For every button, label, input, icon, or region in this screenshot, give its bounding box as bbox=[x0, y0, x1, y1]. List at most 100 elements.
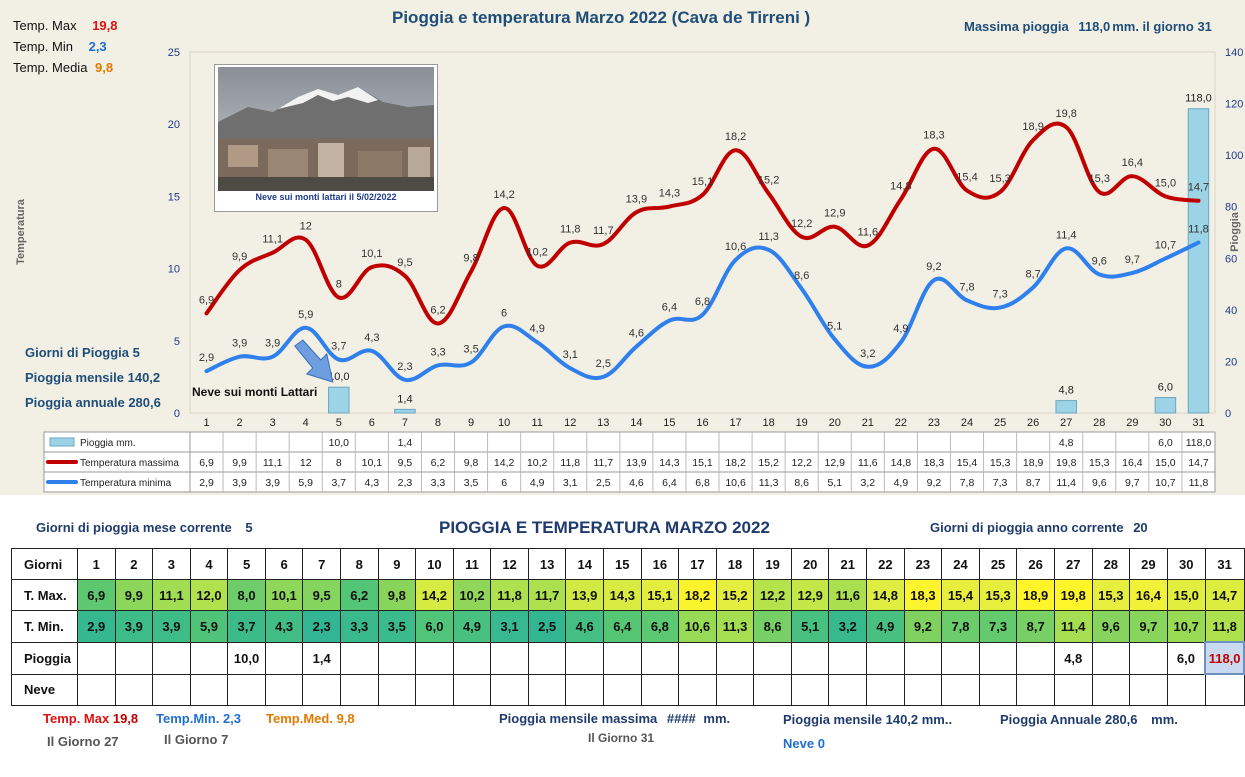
table-header-row-cell: 22 bbox=[866, 548, 905, 580]
table-rain-row-cell bbox=[1129, 641, 1168, 675]
legend-table-value: 15,3 bbox=[1089, 457, 1110, 469]
legend-table-value: 12 bbox=[300, 457, 312, 469]
legend-table-value: 11,8 bbox=[560, 457, 580, 469]
x-tick-label: 3 bbox=[270, 417, 276, 429]
tmax-data-label: 11,8 bbox=[560, 224, 581, 236]
tmin-data-label: 4,9 bbox=[530, 323, 545, 335]
table-rain-row-cell bbox=[339, 641, 379, 675]
table-snow-row-cell bbox=[76, 673, 116, 706]
table-header-row-cell: 14 bbox=[565, 548, 604, 580]
stat-tmed: Temp. Media 9,8 bbox=[13, 60, 113, 75]
footer-tmed: Temp.Med. 9,8 bbox=[266, 711, 355, 726]
table-tmin-row-cell: 2,3 bbox=[302, 610, 341, 643]
legend-key-rain bbox=[49, 437, 75, 447]
y2-tick-label: 0 bbox=[1225, 408, 1231, 420]
y-tick-label: 15 bbox=[168, 191, 180, 203]
rain-bar bbox=[328, 386, 350, 414]
table-header-row-cell: 3 bbox=[152, 548, 191, 580]
legend-table-value: 15,1 bbox=[692, 457, 713, 469]
rain-bar-label: 118,0 bbox=[1185, 93, 1212, 105]
table-snow-row-cell bbox=[828, 673, 868, 706]
table-tmin-row-cell: 6,8 bbox=[640, 610, 680, 643]
chart-title: Pioggia e temperatura Marzo 2022 (Cava d… bbox=[392, 8, 811, 27]
legend-table-value: 10,0 bbox=[329, 437, 350, 449]
snow-annotation: Neve sui monti Lattari bbox=[192, 385, 318, 399]
x-tick-label: 19 bbox=[796, 417, 808, 429]
legend-table-value: 9,2 bbox=[927, 477, 942, 489]
table-snow-row-label: Neve bbox=[11, 673, 78, 706]
legend-table-value: 12,9 bbox=[825, 457, 846, 469]
table-snow-row-cell bbox=[339, 673, 379, 706]
y-tick-label: 25 bbox=[168, 47, 180, 59]
table-header-row-cell: 23 bbox=[903, 548, 943, 580]
tmin-data-label: 10,6 bbox=[725, 241, 746, 253]
legend-table-value: 11,7 bbox=[593, 457, 613, 469]
rain-bar-label: 10,0 bbox=[328, 371, 349, 383]
data-table: Giorni 1 2 3 4 5 6 7 8 9 10 11 12 13 14 15 16 17 18 19 20 21 2… bbox=[11, 548, 1245, 706]
table-snow-row-cell bbox=[603, 673, 642, 706]
table-header-row-cell: 26 bbox=[1016, 548, 1055, 580]
table-tmax-row-cell: 11,6 bbox=[828, 579, 868, 611]
photo-caption: Neve sui monti lattari il 5/02/2022 bbox=[255, 192, 397, 202]
table-tmax-row-cell: 18,9 bbox=[1016, 579, 1055, 611]
tmin-point bbox=[304, 326, 308, 330]
table-snow-row-cell bbox=[415, 673, 454, 706]
x-tick-label: 10 bbox=[498, 417, 510, 429]
table-tmin-row-cell: 6,0 bbox=[415, 610, 454, 643]
table-snow-row-cell bbox=[1016, 673, 1055, 706]
legend-table-value: 11,8 bbox=[1189, 477, 1209, 489]
legend-table-value: 15,2 bbox=[758, 457, 779, 469]
legend-table-value: 5,1 bbox=[827, 477, 842, 489]
footer-tmax-value: 19,8 bbox=[112, 711, 139, 726]
legend-table-value: 9,9 bbox=[232, 457, 247, 469]
table-header-row-cell: 19 bbox=[753, 548, 792, 580]
tmin-point bbox=[1196, 241, 1200, 245]
table-rain-row-cell bbox=[978, 641, 1018, 675]
legend-table-value: 6,4 bbox=[662, 477, 677, 489]
tmin-data-label: 2,9 bbox=[199, 352, 214, 364]
tmax-point bbox=[767, 192, 771, 196]
tmin-data-label: 11,8 bbox=[1188, 224, 1209, 236]
snow-photo: Neve sui monti lattari il 5/02/2022 bbox=[214, 64, 438, 212]
table-header-row-cell: 13 bbox=[527, 548, 567, 580]
footer-rain-month-label: Pioggia mensile bbox=[783, 712, 882, 727]
table-tmax-row-cell: 11,8 bbox=[490, 579, 529, 611]
table-tmax-row-cell: 8,0 bbox=[227, 579, 266, 611]
y-tick-label: 5 bbox=[174, 336, 180, 348]
legend-table-value: 12,2 bbox=[791, 457, 812, 469]
table-rain-row-cell bbox=[790, 641, 830, 675]
table-rain-row-cell bbox=[828, 641, 868, 675]
table-tmax-row-cell: 18,3 bbox=[903, 579, 943, 611]
legend-table-value: 15,3 bbox=[990, 457, 1011, 469]
tmax-point bbox=[1031, 138, 1035, 142]
table-tmax-row-cell: 15,3 bbox=[1091, 579, 1131, 611]
x-tick-label: 25 bbox=[994, 417, 1006, 429]
table-rain-row-cell bbox=[527, 641, 567, 675]
tmax-data-label: 14,2 bbox=[493, 189, 514, 201]
footer-tmin-label: Temp.Min. bbox=[156, 711, 220, 726]
tmax-point bbox=[337, 295, 341, 299]
y-tick-label: 20 bbox=[168, 119, 180, 131]
table-rain-row-cell bbox=[264, 641, 304, 675]
max-rain-day: 31 bbox=[1197, 19, 1212, 34]
footer-rain-year-unit: mm. bbox=[1151, 712, 1178, 727]
x-tick-label: 4 bbox=[303, 417, 309, 429]
legend-table-value: 3,5 bbox=[464, 477, 479, 489]
table-tmin-row-cell: 8,6 bbox=[753, 610, 792, 643]
tmin-point bbox=[701, 313, 704, 317]
x-tick-label: 31 bbox=[1192, 417, 1204, 429]
tmin-point bbox=[634, 345, 638, 349]
footer-tmin-value: 2,3 bbox=[222, 711, 242, 726]
rain-days-year: Giorni di pioggia anno corrente 20 bbox=[930, 520, 1148, 535]
tmin-data-label: 6 bbox=[501, 307, 507, 319]
table-header-row-cell: 12 bbox=[490, 548, 529, 580]
table-rain-row-cell bbox=[866, 641, 905, 675]
table-rain-row-cell bbox=[452, 641, 492, 675]
table-rain-row-cell bbox=[678, 641, 717, 675]
tmin-data-label: 4,6 bbox=[629, 328, 644, 340]
tmin-point bbox=[899, 340, 903, 344]
tmax-data-label: 18,2 bbox=[725, 131, 746, 143]
tmin-point bbox=[238, 355, 242, 359]
footer-tmax-day-value: 27 bbox=[104, 734, 119, 749]
